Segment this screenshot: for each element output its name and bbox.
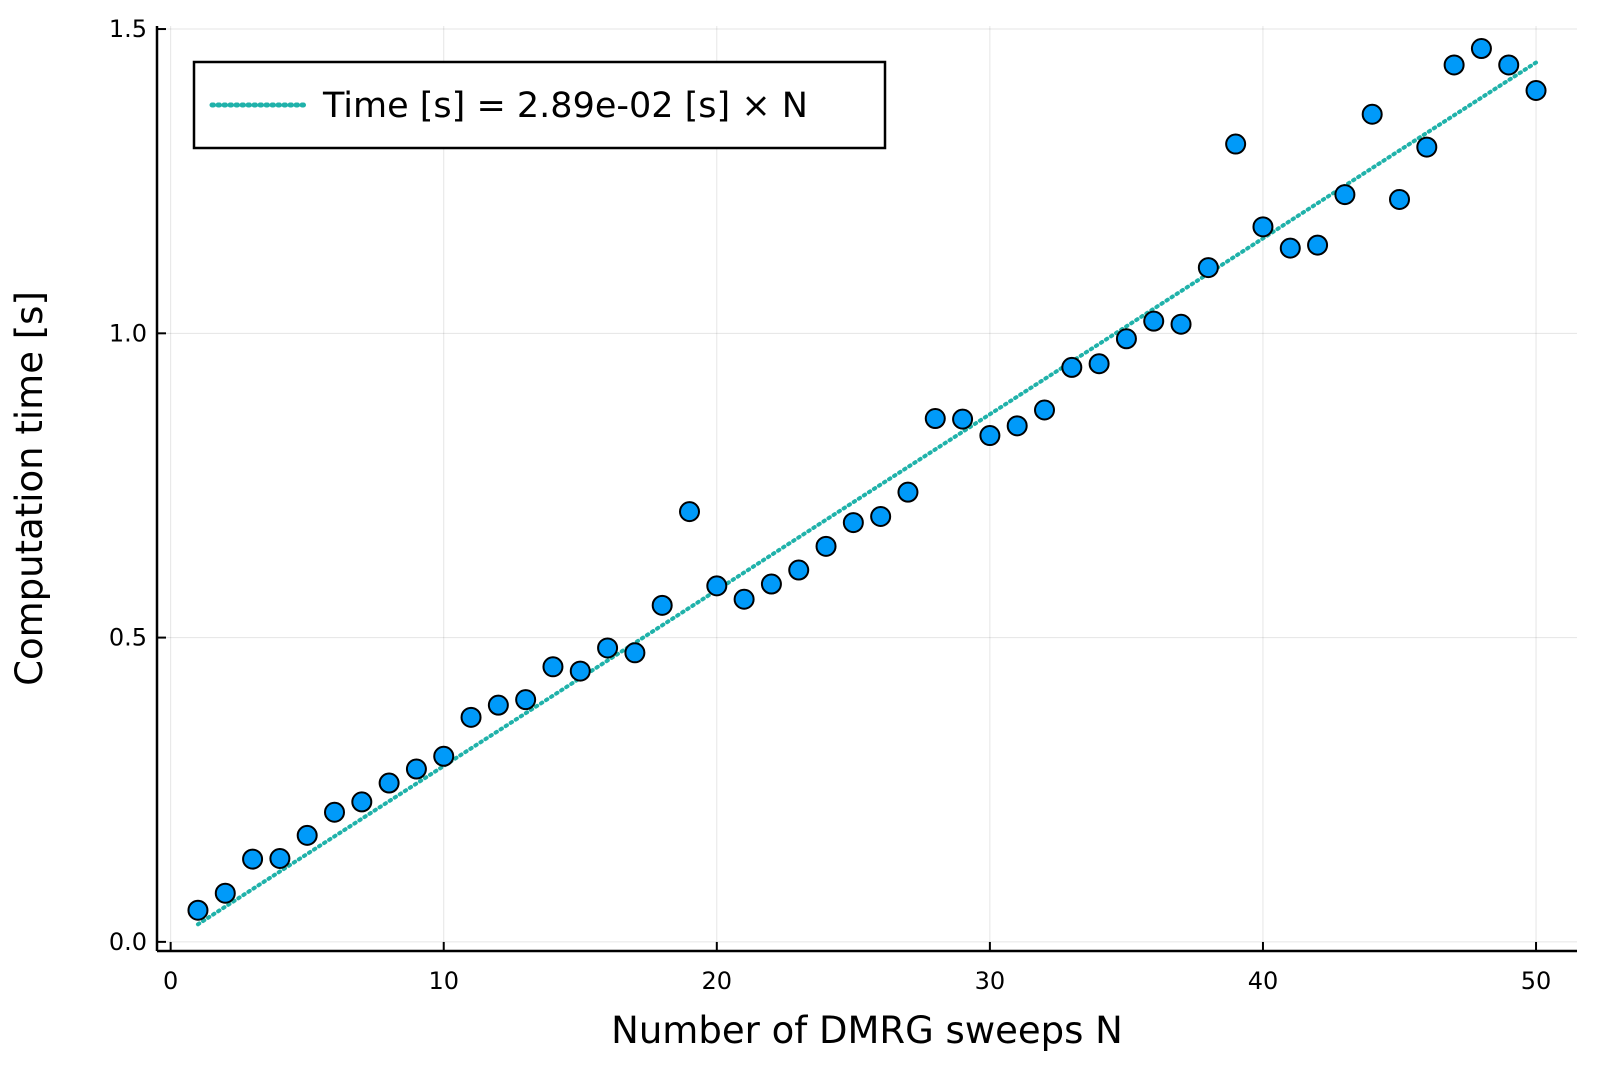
scatter-point: [351, 791, 373, 813]
axes: [155, 26, 1577, 953]
y-tick-label: 0.5: [109, 624, 147, 652]
scatter-point: [515, 689, 537, 711]
scatter-point: [597, 637, 619, 659]
scatter-point: [952, 408, 974, 430]
scatter-point: [733, 588, 755, 610]
scatter-point: [569, 660, 591, 682]
scatter-point: [487, 694, 509, 716]
scatter-point: [1334, 184, 1356, 206]
scatter-point: [1034, 399, 1055, 421]
ticks: 0 10 20 30 40 50 0.0 0.5 1.0 1.5: [109, 15, 1551, 995]
scatter-point: [378, 772, 400, 794]
scatter-point: [679, 501, 700, 523]
scatter-point: [1006, 415, 1028, 437]
scatter-point: [1225, 133, 1247, 155]
scatter-point: [433, 745, 455, 767]
y-axis-title: Computation time [s]: [8, 291, 51, 686]
scatter-point: [1525, 80, 1547, 102]
x-tick-label: 30: [975, 967, 1006, 995]
scatter-point: [269, 848, 291, 869]
x-tick-label: 0: [163, 967, 178, 995]
scatter-point: [460, 706, 482, 728]
scatter-point: [842, 512, 864, 534]
scatter-point: [1389, 188, 1410, 210]
scatter-point: [1088, 353, 1110, 375]
scatter-point: [1252, 216, 1274, 238]
scatter-point: [1443, 54, 1465, 76]
x-tick-label: 40: [1248, 967, 1279, 995]
scatter-point: [706, 575, 728, 597]
scatter-point: [979, 425, 1001, 447]
y-tick-label: 1.0: [109, 319, 147, 347]
scatter-point: [870, 505, 892, 527]
x-tick-label: 10: [428, 967, 459, 995]
scatter-point: [924, 408, 946, 430]
legend-label-fit-line: Time [s] = 2.89e-02 [s] × N: [322, 86, 808, 126]
legend: Time [s] = 2.89e-02 [s] × N: [192, 60, 887, 150]
scatter-point: [624, 642, 646, 664]
scatter-point: [1061, 356, 1083, 378]
scatter-point: [1143, 310, 1165, 332]
y-tick-label: 1.5: [109, 15, 147, 43]
scatter-point: [242, 848, 264, 870]
x-tick-label: 50: [1521, 967, 1552, 995]
scatter-point: [760, 573, 782, 595]
scatter-point: [815, 535, 837, 557]
fit-line: [195, 60, 1539, 927]
scatter-point: [542, 656, 564, 678]
scatter-point: [187, 899, 209, 921]
x-axis-title: Number of DMRG sweeps N: [611, 1009, 1123, 1052]
scatter-point: [1279, 237, 1301, 259]
scatter-point: [1115, 328, 1137, 350]
scatter-point: [1170, 313, 1192, 335]
points-layer: [187, 38, 1547, 921]
x-tick-label: 20: [702, 967, 733, 995]
scatter-point: [1416, 136, 1438, 158]
scatter-point: [405, 758, 427, 780]
fit-line-layer: [195, 60, 1539, 927]
grid: [157, 26, 1577, 951]
scatter-point: [296, 824, 318, 846]
scatter-point: [1307, 234, 1329, 256]
legend-box: [192, 60, 887, 150]
scatter-point: [214, 882, 236, 904]
scatter-point: [1361, 103, 1383, 125]
scatter-point: [897, 481, 919, 503]
scatter-point: [788, 559, 810, 581]
y-tick-label: 0.0: [109, 928, 147, 956]
scatter-point: [324, 801, 345, 823]
scatter-point: [1197, 257, 1219, 279]
scatter-point: [1470, 38, 1492, 60]
scatter-point: [651, 594, 673, 616]
scatter-point: [1498, 54, 1520, 76]
